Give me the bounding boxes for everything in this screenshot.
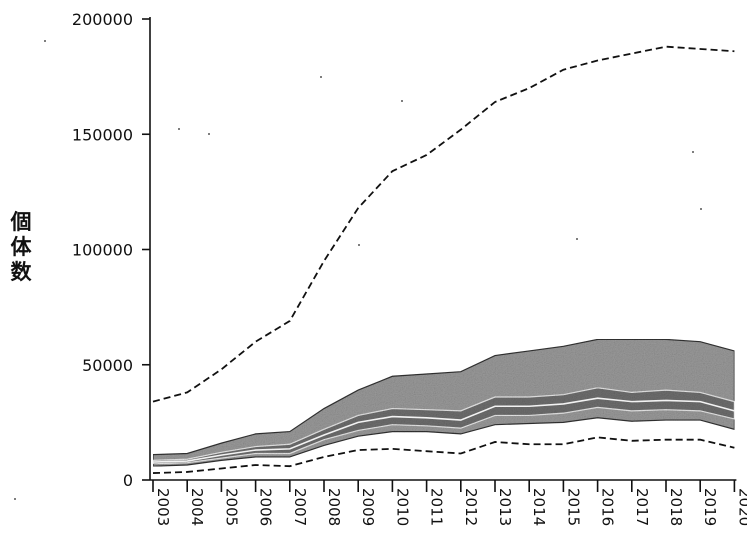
x-tick-label: 2014 bbox=[530, 488, 548, 526]
x-tick-label: 2003 bbox=[154, 488, 172, 526]
x-tick-label: 2010 bbox=[393, 488, 411, 526]
y-tick-label: 100000 bbox=[72, 241, 133, 260]
x-tick-label: 2019 bbox=[701, 488, 719, 526]
x-tick-label: 2011 bbox=[428, 488, 446, 526]
y-axis-label-char: 数 bbox=[10, 260, 32, 284]
y-tick-label: 0 bbox=[123, 471, 133, 490]
y-axis-label-char: 体 bbox=[10, 235, 32, 259]
scan-speck bbox=[178, 128, 180, 130]
scan-speck bbox=[692, 151, 694, 153]
band-layer bbox=[152, 338, 735, 467]
scan-speck bbox=[401, 100, 403, 102]
scan-speck bbox=[700, 208, 702, 210]
axes: 0 50000 100000 150000 200000 2003 2004 2005 2006… bbox=[72, 10, 747, 526]
x-tick-label: 2020 bbox=[735, 488, 747, 526]
x-tick-label: 2007 bbox=[291, 488, 309, 526]
x-tick-label: 2005 bbox=[222, 488, 240, 526]
scan-speck bbox=[576, 238, 578, 240]
x-tick-label: 2009 bbox=[359, 488, 377, 526]
y-tick-label: 50000 bbox=[82, 356, 133, 375]
upper-dashed-line bbox=[152, 45, 735, 403]
x-tick-label: 2016 bbox=[599, 488, 617, 526]
scan-speck bbox=[14, 498, 16, 500]
median-line bbox=[152, 397, 735, 463]
y-axis-label-char: 個 bbox=[10, 210, 32, 234]
x-tick-label: 2015 bbox=[564, 488, 582, 526]
outer-band bbox=[152, 338, 735, 467]
scan-speck bbox=[320, 76, 322, 78]
y-axis-label: 個体数 bbox=[6, 210, 36, 285]
x-tick-label: 2006 bbox=[257, 488, 275, 526]
scan-speck bbox=[44, 40, 46, 42]
y-tick-label: 150000 bbox=[72, 125, 133, 144]
scan-speck bbox=[208, 133, 210, 135]
x-tick-label: 2004 bbox=[188, 488, 206, 526]
lower-dashed-line bbox=[152, 436, 735, 474]
line-layer bbox=[152, 45, 735, 474]
y-tick-label: 200000 bbox=[72, 10, 133, 29]
scan-speck bbox=[358, 244, 360, 246]
x-tick-label: 2013 bbox=[496, 488, 514, 526]
x-tick-label: 2017 bbox=[633, 488, 651, 526]
x-tick-label: 2012 bbox=[462, 488, 480, 526]
x-tick-label: 2008 bbox=[325, 488, 343, 526]
x-tick-label: 2018 bbox=[667, 488, 685, 526]
